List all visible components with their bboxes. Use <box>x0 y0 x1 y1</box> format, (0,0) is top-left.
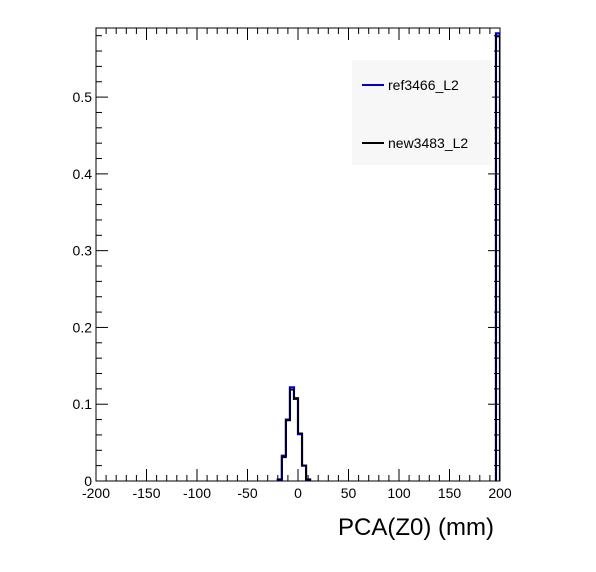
x-tick-label: -150 <box>132 485 160 501</box>
x-tick-label: -200 <box>82 485 110 501</box>
y-tick-label: 0.5 <box>73 89 93 105</box>
series-new3483-l2-step <box>495 35 500 481</box>
x-tick-label: 50 <box>341 485 357 501</box>
x-tick-label: -50 <box>237 485 257 501</box>
y-tick-label: 0.1 <box>73 396 93 412</box>
y-tick-label: 0.4 <box>73 166 93 182</box>
x-tick-label: 100 <box>387 485 411 501</box>
y-tick-label: 0 <box>84 473 92 489</box>
tick-labels: -200 -150 -100 -50 0 50 100 150 200 0 0.1 0.2 0.3 0.4… <box>73 89 512 501</box>
x-tick-label: 0 <box>294 485 302 501</box>
x-axis-title: PCA(Z0) (mm) <box>338 514 494 541</box>
x-tick-label: 200 <box>488 485 512 501</box>
x-tick-label: 150 <box>438 485 462 501</box>
y-tick-label: 0.3 <box>73 243 93 259</box>
x-tick-label: -100 <box>183 485 211 501</box>
legend: ref3466_L2 new3483_L2 <box>352 60 492 165</box>
legend-label-new3483-L2: new3483_L2 <box>388 135 468 151</box>
series-new3483-l2-step <box>276 388 312 481</box>
legend-box <box>352 60 492 165</box>
legend-label-ref3466-L2: ref3466_L2 <box>388 77 459 93</box>
series-layer <box>276 32 500 481</box>
y-tick-label: 0.2 <box>73 319 93 335</box>
